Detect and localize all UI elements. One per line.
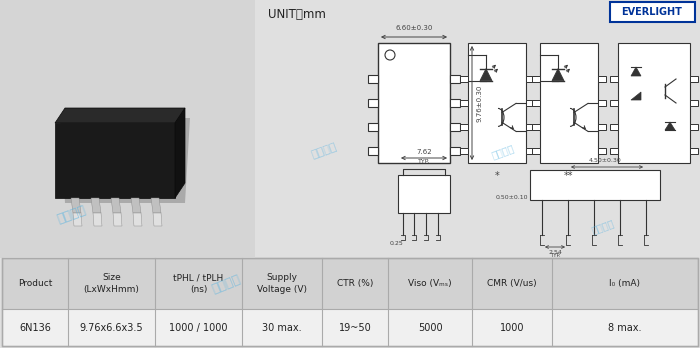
Bar xyxy=(532,148,540,154)
Text: TYP.: TYP. xyxy=(550,253,560,258)
Text: 0.25: 0.25 xyxy=(389,241,403,246)
Text: 超摧电子: 超摧电子 xyxy=(590,218,615,235)
Bar xyxy=(690,100,698,106)
Bar xyxy=(450,99,460,107)
Bar xyxy=(450,123,460,131)
Text: I₀ (mA): I₀ (mA) xyxy=(610,279,641,288)
Bar xyxy=(460,76,468,82)
Text: Size
(LxWxHmm): Size (LxWxHmm) xyxy=(84,274,139,294)
Text: 1000: 1000 xyxy=(500,323,524,333)
Polygon shape xyxy=(133,213,142,226)
Bar xyxy=(368,75,378,83)
Bar xyxy=(526,124,534,130)
Polygon shape xyxy=(55,108,185,123)
Bar xyxy=(450,147,460,155)
Text: EVERLIGHT: EVERLIGHT xyxy=(622,7,682,17)
Polygon shape xyxy=(73,213,82,226)
Polygon shape xyxy=(631,92,641,100)
Bar xyxy=(598,76,606,82)
Bar xyxy=(610,124,618,130)
Bar xyxy=(368,147,378,155)
Text: 9.76x6.6x3.5: 9.76x6.6x3.5 xyxy=(80,323,144,333)
Text: 7.62: 7.62 xyxy=(416,149,432,155)
Bar xyxy=(0,0,255,258)
Text: 0.50±0.10: 0.50±0.10 xyxy=(496,195,528,200)
Bar xyxy=(610,100,618,106)
Text: 4.50±0.30: 4.50±0.30 xyxy=(589,158,622,163)
Text: UNIT：mm: UNIT：mm xyxy=(268,8,326,21)
Polygon shape xyxy=(151,198,161,213)
Text: 8 max.: 8 max. xyxy=(608,323,642,333)
Bar xyxy=(378,43,450,163)
Bar xyxy=(2,258,698,309)
Polygon shape xyxy=(131,198,141,213)
Bar xyxy=(526,148,534,154)
Bar xyxy=(540,43,598,163)
Text: tPHL / tPLH
(ns): tPHL / tPLH (ns) xyxy=(174,274,224,294)
Bar xyxy=(2,309,698,346)
Bar xyxy=(598,100,606,106)
Text: CMR (V/us): CMR (V/us) xyxy=(487,279,537,288)
Bar xyxy=(610,148,618,154)
Bar xyxy=(532,100,540,106)
Text: 超摧电子: 超摧电子 xyxy=(310,142,338,160)
Text: 9.76±0.30: 9.76±0.30 xyxy=(476,84,482,122)
Bar xyxy=(460,148,468,154)
Bar xyxy=(460,124,468,130)
Text: CTR (%): CTR (%) xyxy=(337,279,373,288)
Bar xyxy=(532,124,540,130)
Text: TYP.: TYP. xyxy=(418,159,430,164)
Text: 6.60±0.30: 6.60±0.30 xyxy=(395,25,433,31)
Bar xyxy=(618,43,690,163)
Bar xyxy=(460,100,468,106)
Polygon shape xyxy=(175,108,185,198)
Text: Viso (Vₘₛ): Viso (Vₘₛ) xyxy=(408,279,452,288)
Bar xyxy=(610,76,618,82)
Bar xyxy=(610,2,695,22)
Polygon shape xyxy=(111,198,121,213)
Circle shape xyxy=(385,50,395,60)
Polygon shape xyxy=(55,123,175,198)
Text: Product: Product xyxy=(18,279,52,288)
Text: 6N136: 6N136 xyxy=(19,323,51,333)
Bar xyxy=(532,76,540,82)
Text: 超摧电子: 超摧电子 xyxy=(490,143,515,160)
Bar xyxy=(530,170,660,200)
Text: Supply
Voltage (V): Supply Voltage (V) xyxy=(257,274,307,294)
Bar xyxy=(690,76,698,82)
Bar xyxy=(468,43,526,163)
Polygon shape xyxy=(91,198,101,213)
Bar xyxy=(450,75,460,83)
Bar xyxy=(690,148,698,154)
Text: 超摧电子: 超摧电子 xyxy=(55,204,88,226)
Bar xyxy=(598,124,606,130)
Text: 2.54: 2.54 xyxy=(548,250,562,255)
Bar xyxy=(690,124,698,130)
Polygon shape xyxy=(71,198,81,213)
Text: *: * xyxy=(495,171,499,181)
Polygon shape xyxy=(113,213,122,226)
Text: 5000: 5000 xyxy=(418,323,442,333)
Bar xyxy=(598,148,606,154)
Polygon shape xyxy=(552,69,564,81)
Text: 超摧电子: 超摧电子 xyxy=(210,273,243,296)
Polygon shape xyxy=(60,118,190,203)
Bar xyxy=(526,100,534,106)
Bar xyxy=(526,76,534,82)
Text: 1000 / 1000: 1000 / 1000 xyxy=(169,323,228,333)
Bar xyxy=(368,99,378,107)
Bar xyxy=(2,258,698,346)
Polygon shape xyxy=(480,69,492,81)
Text: 30 max.: 30 max. xyxy=(262,323,302,333)
Text: **: ** xyxy=(564,171,574,181)
Polygon shape xyxy=(631,67,641,76)
Polygon shape xyxy=(665,122,675,130)
Bar xyxy=(398,175,450,213)
Bar xyxy=(368,123,378,131)
Polygon shape xyxy=(153,213,162,226)
Text: 19~50: 19~50 xyxy=(339,323,372,333)
Polygon shape xyxy=(93,213,102,226)
